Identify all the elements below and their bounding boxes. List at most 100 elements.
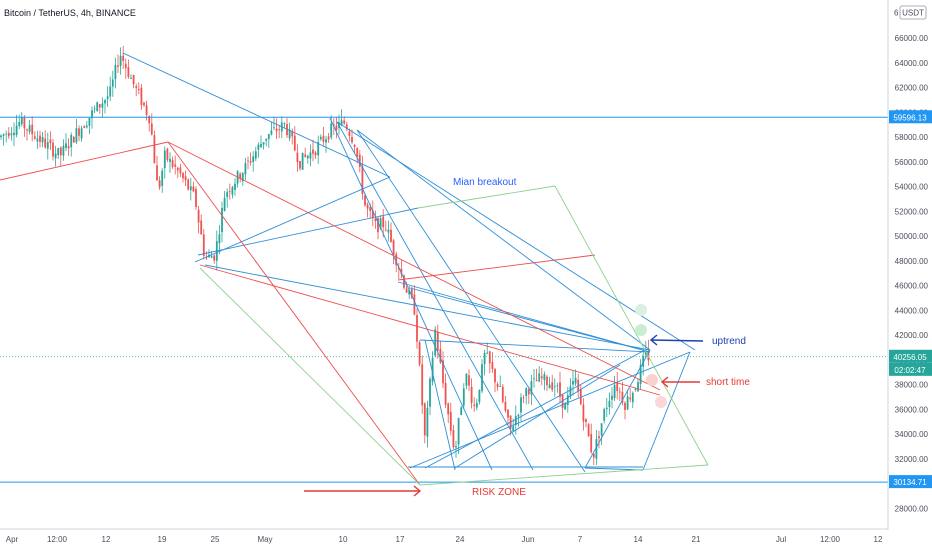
candle-body (327, 136, 330, 140)
candle-body (104, 100, 106, 104)
price-label: 59596.13 (893, 113, 927, 122)
trendline (397, 281, 651, 353)
x-tick-label: May (257, 535, 272, 544)
candle-body (106, 96, 109, 100)
candle-body (205, 257, 208, 259)
candle-body (408, 289, 411, 295)
candle-body (478, 389, 481, 403)
candle-body (65, 143, 67, 149)
candle-body (153, 135, 156, 164)
price-label-box (889, 475, 932, 489)
candle-body (473, 404, 476, 406)
candle-body (343, 120, 346, 124)
candle-body (72, 136, 75, 143)
annotations-layer: Mian breakout uptrend short time RISK ZONE (304, 177, 750, 498)
candle-body (574, 377, 577, 384)
y-tick-label: 42000.00 (895, 331, 929, 340)
candle-body (423, 403, 426, 436)
price-label-box (889, 110, 932, 124)
candle-body (377, 218, 379, 233)
candle-body (527, 389, 530, 395)
candle-body (634, 388, 637, 390)
candle-body (244, 163, 247, 175)
trendline (584, 467, 644, 471)
candle-body (504, 401, 507, 411)
candle-body (553, 386, 556, 388)
candle-body (348, 131, 351, 136)
candle-body (598, 436, 600, 439)
candles-layer (0, 45, 650, 466)
candle-body (119, 55, 122, 66)
candle-body (392, 240, 395, 255)
candle-body (184, 176, 187, 181)
candle-body (26, 129, 28, 131)
candle-body (218, 234, 221, 244)
candle-body (52, 142, 54, 157)
candle-body (202, 234, 205, 256)
time-axis: Apr 12:00 12 19 25 May 10 17 24 Jun 7 14 21 Jul 12:00 1… (0, 528, 888, 544)
trendline (356, 129, 586, 473)
candle-body (163, 150, 166, 169)
candle-body (156, 165, 158, 181)
candle-body (595, 439, 598, 459)
candle-body (592, 453, 595, 458)
trendline (194, 176, 391, 263)
x-tick-label: 14 (634, 535, 643, 544)
y-tick-label: 46000.00 (895, 282, 929, 291)
candle-body (197, 209, 200, 223)
candle-body (496, 383, 499, 387)
x-tick-label: 12 (102, 535, 111, 544)
candle-body (457, 417, 460, 445)
candle-body (273, 127, 275, 129)
candle-body (195, 188, 197, 208)
candle-body (512, 426, 515, 431)
trendline (409, 351, 691, 469)
y-tick-label: 28000.00 (895, 505, 929, 514)
candle-body (330, 123, 333, 138)
trendline (409, 287, 651, 353)
x-tick-label: 7 (578, 535, 583, 544)
candle-body (325, 139, 327, 143)
candle-body (403, 275, 405, 288)
candle-body (124, 63, 127, 69)
candle-body (210, 256, 213, 258)
price-label: 40256.05 (893, 353, 927, 362)
y-tick-label: 44000.00 (895, 306, 929, 315)
candle-body (130, 77, 132, 79)
candle-body (520, 397, 522, 413)
candle-body (166, 148, 169, 160)
candle-body (600, 423, 603, 436)
candle-body (626, 396, 629, 410)
candle-body (15, 125, 18, 136)
candle-body (322, 135, 325, 142)
highlight-dot (635, 324, 647, 336)
candle-body (364, 195, 366, 206)
candle-body (514, 416, 517, 425)
candle-body (535, 379, 538, 382)
candle-body (579, 388, 582, 405)
candle-body (23, 116, 26, 129)
candle-body (382, 216, 385, 228)
candle-body (93, 108, 96, 110)
trendline (199, 264, 661, 396)
candle-body (379, 218, 382, 230)
y-tick-label: 34000.00 (895, 430, 929, 439)
trendline (584, 349, 651, 469)
trendline (122, 52, 391, 178)
candle-body (10, 133, 13, 136)
candle-body (114, 64, 117, 80)
x-tick-label: 10 (339, 535, 348, 544)
trendline (419, 464, 709, 486)
candle-body (624, 402, 626, 410)
candle-body (358, 154, 361, 167)
candle-body (148, 115, 151, 124)
candle-body (39, 135, 41, 142)
candle-body (59, 147, 62, 156)
y-tick-label: 58000.00 (895, 133, 929, 142)
y-tick-label: 66000.00 (895, 34, 929, 43)
candle-body (551, 382, 554, 390)
candle-body (226, 191, 229, 198)
trendline (336, 121, 534, 471)
candle-body (309, 152, 312, 159)
